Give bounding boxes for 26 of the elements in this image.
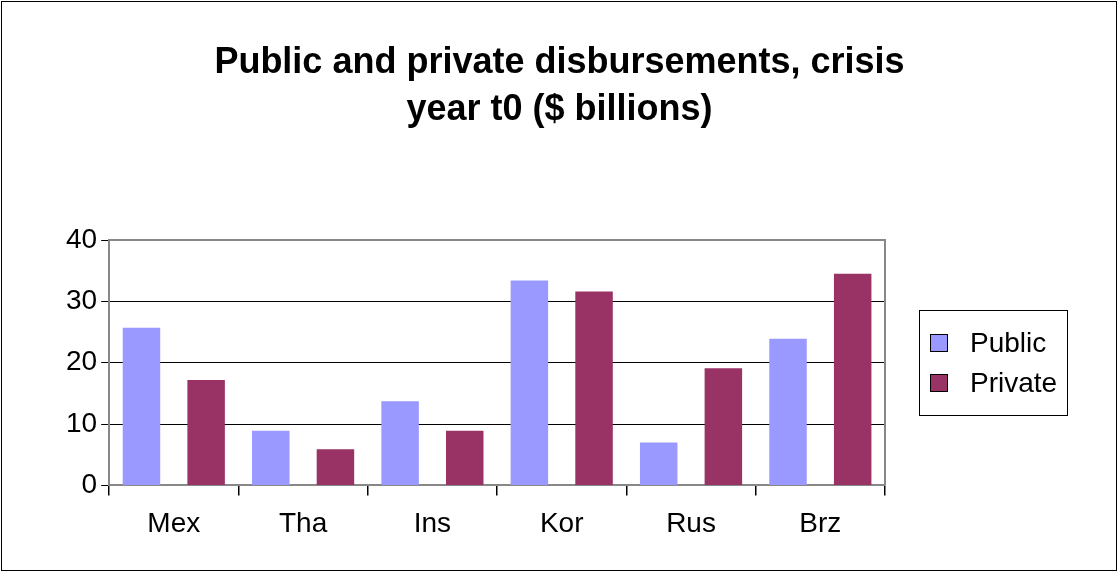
y-tick-label: 40	[65, 222, 98, 254]
x-tick-label: Rus	[666, 506, 716, 538]
bar	[639, 442, 678, 485]
chart-title: Public and private disbursements, crisis year t0 ($ billions)	[213, 39, 906, 130]
y-tick-label: 30	[65, 284, 98, 316]
bar	[187, 379, 225, 485]
bar	[446, 430, 484, 485]
bar	[704, 368, 743, 485]
bar	[381, 401, 419, 485]
bar	[510, 280, 549, 485]
bar	[575, 291, 613, 485]
x-tick-label: Kor	[539, 506, 584, 538]
y-tick-label: 20	[65, 345, 98, 377]
x-tick-label: Brz	[799, 506, 842, 538]
x-tick-label: Ins	[413, 506, 452, 538]
x-tick-label: Mex	[147, 506, 201, 538]
y-tick-label: 10	[65, 406, 98, 438]
x-tick-label: Tha	[278, 506, 328, 538]
bar	[833, 273, 872, 485]
bar	[769, 338, 807, 485]
bar	[252, 430, 290, 485]
bar	[316, 449, 355, 485]
y-tick-label: 0	[81, 468, 98, 500]
legend-label: Private	[970, 366, 1058, 399]
bar	[122, 327, 161, 485]
legend-label: Public	[970, 326, 1047, 359]
